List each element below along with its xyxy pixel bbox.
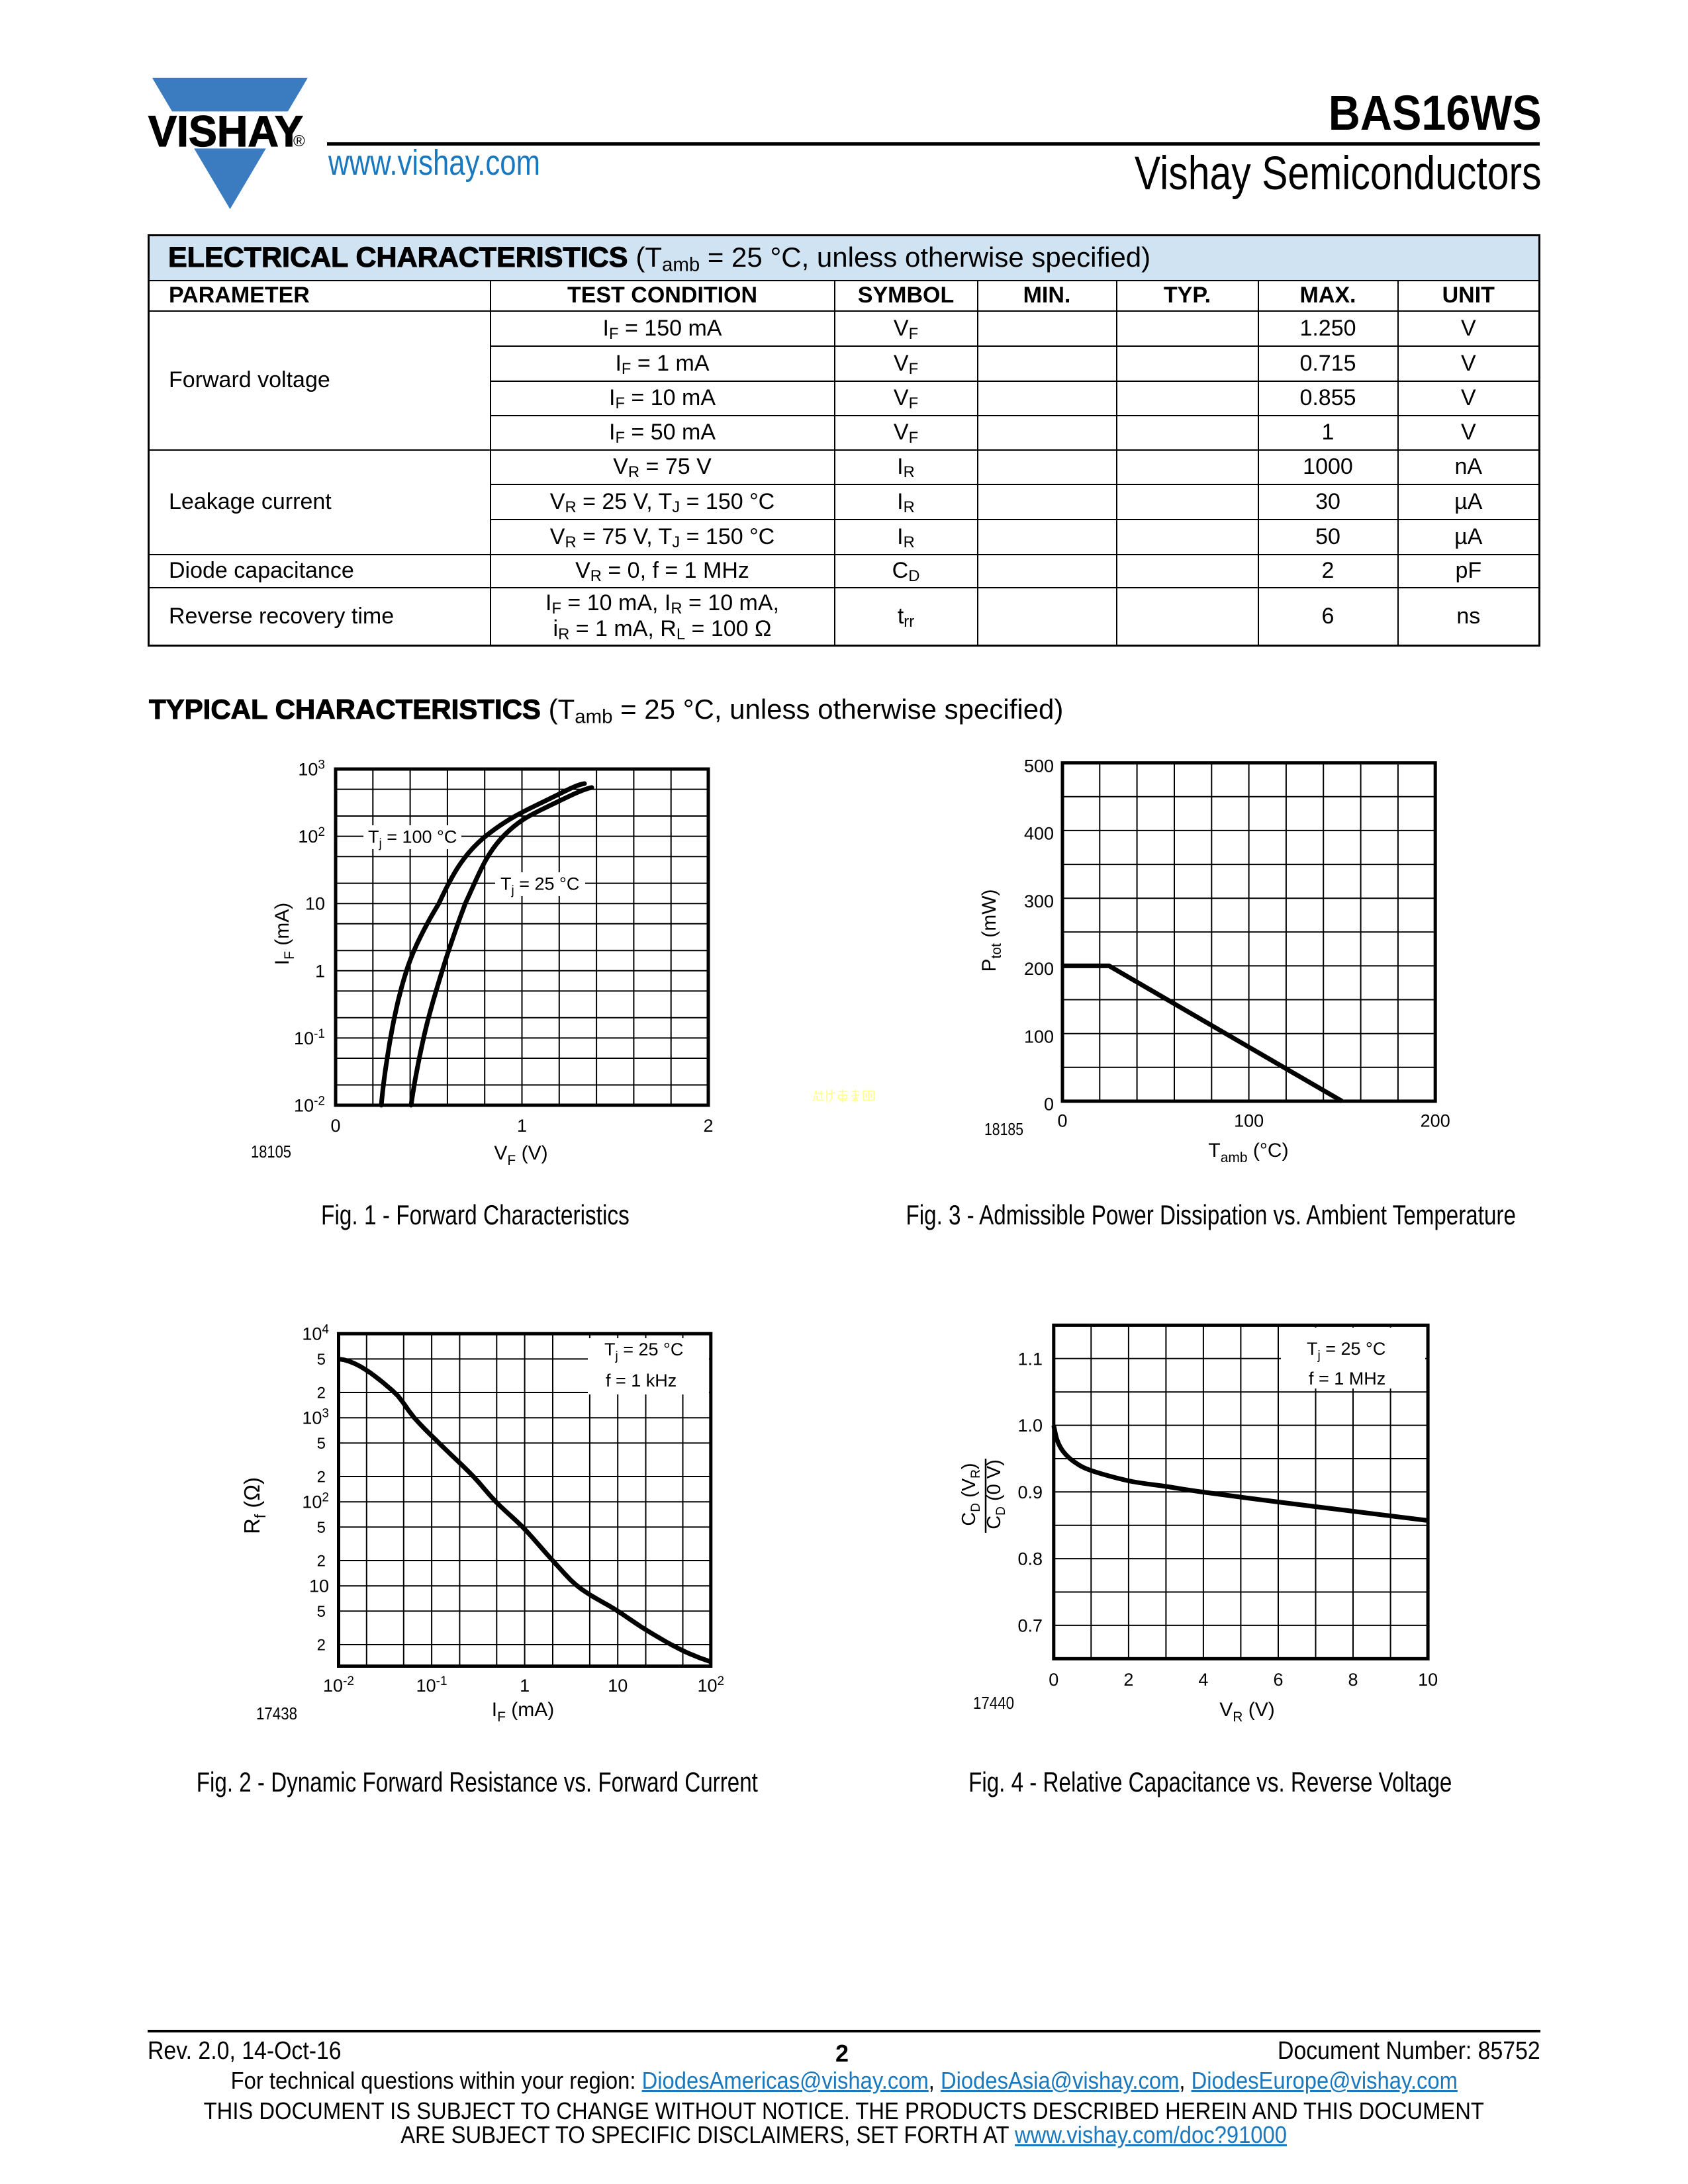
svg-text:Tj = 100 °C: Tj = 100 °C [368, 827, 457, 850]
svg-text:17438: 17438 [256, 1704, 297, 1723]
svg-text:2: 2 [317, 1469, 326, 1486]
svg-text:102: 102 [298, 825, 325, 846]
svg-text:300: 300 [1024, 891, 1054, 911]
svg-text:4: 4 [1198, 1670, 1208, 1690]
svg-text:5: 5 [317, 1603, 326, 1621]
svg-text:2: 2 [317, 1553, 326, 1570]
svg-text:102: 102 [302, 1491, 329, 1512]
svg-text:CD (VR): CD (VR) [959, 1463, 983, 1525]
svg-text:IF (mA): IF (mA) [271, 903, 297, 966]
svg-text:102: 102 [697, 1674, 724, 1696]
svg-text:1: 1 [520, 1676, 530, 1696]
svg-text:17440: 17440 [973, 1693, 1014, 1713]
svg-text:Rf (Ω): Rf (Ω) [240, 1477, 269, 1534]
svg-text:10: 10 [1418, 1670, 1438, 1690]
svg-text:10: 10 [309, 1576, 329, 1596]
svg-text:VR (V): VR (V) [1219, 1699, 1275, 1725]
svg-text:Tamb (°C): Tamb (°C) [1208, 1140, 1288, 1165]
svg-text:0.7: 0.7 [1017, 1615, 1043, 1635]
svg-text:1: 1 [517, 1116, 527, 1136]
svg-text:10: 10 [608, 1676, 628, 1696]
svg-text:1.1: 1.1 [1017, 1349, 1043, 1369]
svg-text:2: 2 [317, 1385, 326, 1402]
svg-text:0: 0 [1044, 1095, 1054, 1115]
svg-text:VISHAY: VISHAY [148, 107, 303, 156]
svg-text:10-1: 10-1 [294, 1027, 325, 1048]
svg-text:Tj = 25 °C: Tj = 25 °C [500, 874, 579, 897]
svg-text:10: 10 [305, 894, 325, 914]
svg-text:f = 1 MHz: f = 1 MHz [1309, 1369, 1385, 1388]
svg-text:100: 100 [1234, 1111, 1264, 1131]
svg-text:CD (0 V): CD (0 V) [984, 1459, 1008, 1529]
svg-text:Ptot (mW): Ptot (mW) [978, 889, 1004, 972]
svg-text:1.0: 1.0 [1017, 1416, 1043, 1435]
svg-text:IF (mA): IF (mA) [492, 1699, 555, 1725]
svg-text:2: 2 [703, 1116, 713, 1136]
svg-text:10-2: 10-2 [323, 1674, 354, 1696]
svg-text:5: 5 [317, 1435, 326, 1453]
svg-text:103: 103 [298, 758, 325, 780]
svg-text:18105: 18105 [251, 1142, 291, 1161]
svg-text:500: 500 [1024, 756, 1054, 776]
svg-text:0.8: 0.8 [1017, 1549, 1043, 1569]
svg-text:5: 5 [317, 1351, 326, 1369]
svg-text:5: 5 [317, 1519, 326, 1537]
svg-text:18185: 18185 [984, 1119, 1023, 1139]
svg-text:0: 0 [330, 1116, 340, 1136]
svg-text:0: 0 [1057, 1111, 1067, 1131]
svg-text:f = 1 kHz: f = 1 kHz [606, 1371, 677, 1390]
svg-text:2: 2 [317, 1637, 326, 1655]
svg-text:200: 200 [1421, 1111, 1450, 1131]
svg-text:103: 103 [302, 1407, 329, 1428]
svg-text:VF (V): VF (V) [494, 1142, 547, 1168]
svg-text:6: 6 [1273, 1670, 1283, 1690]
svg-text:®: ® [293, 132, 305, 150]
svg-text:10-1: 10-1 [416, 1674, 447, 1696]
svg-text:0: 0 [1049, 1670, 1058, 1690]
svg-text:100: 100 [1024, 1026, 1054, 1046]
svg-text:2: 2 [1123, 1670, 1133, 1690]
svg-text:200: 200 [1024, 959, 1054, 979]
svg-text:10-2: 10-2 [294, 1095, 325, 1116]
svg-text:104: 104 [302, 1323, 329, 1344]
svg-text:8: 8 [1348, 1670, 1358, 1690]
svg-text:0.9: 0.9 [1017, 1482, 1043, 1502]
svg-text:400: 400 [1024, 824, 1054, 844]
svg-text:1: 1 [315, 961, 325, 981]
